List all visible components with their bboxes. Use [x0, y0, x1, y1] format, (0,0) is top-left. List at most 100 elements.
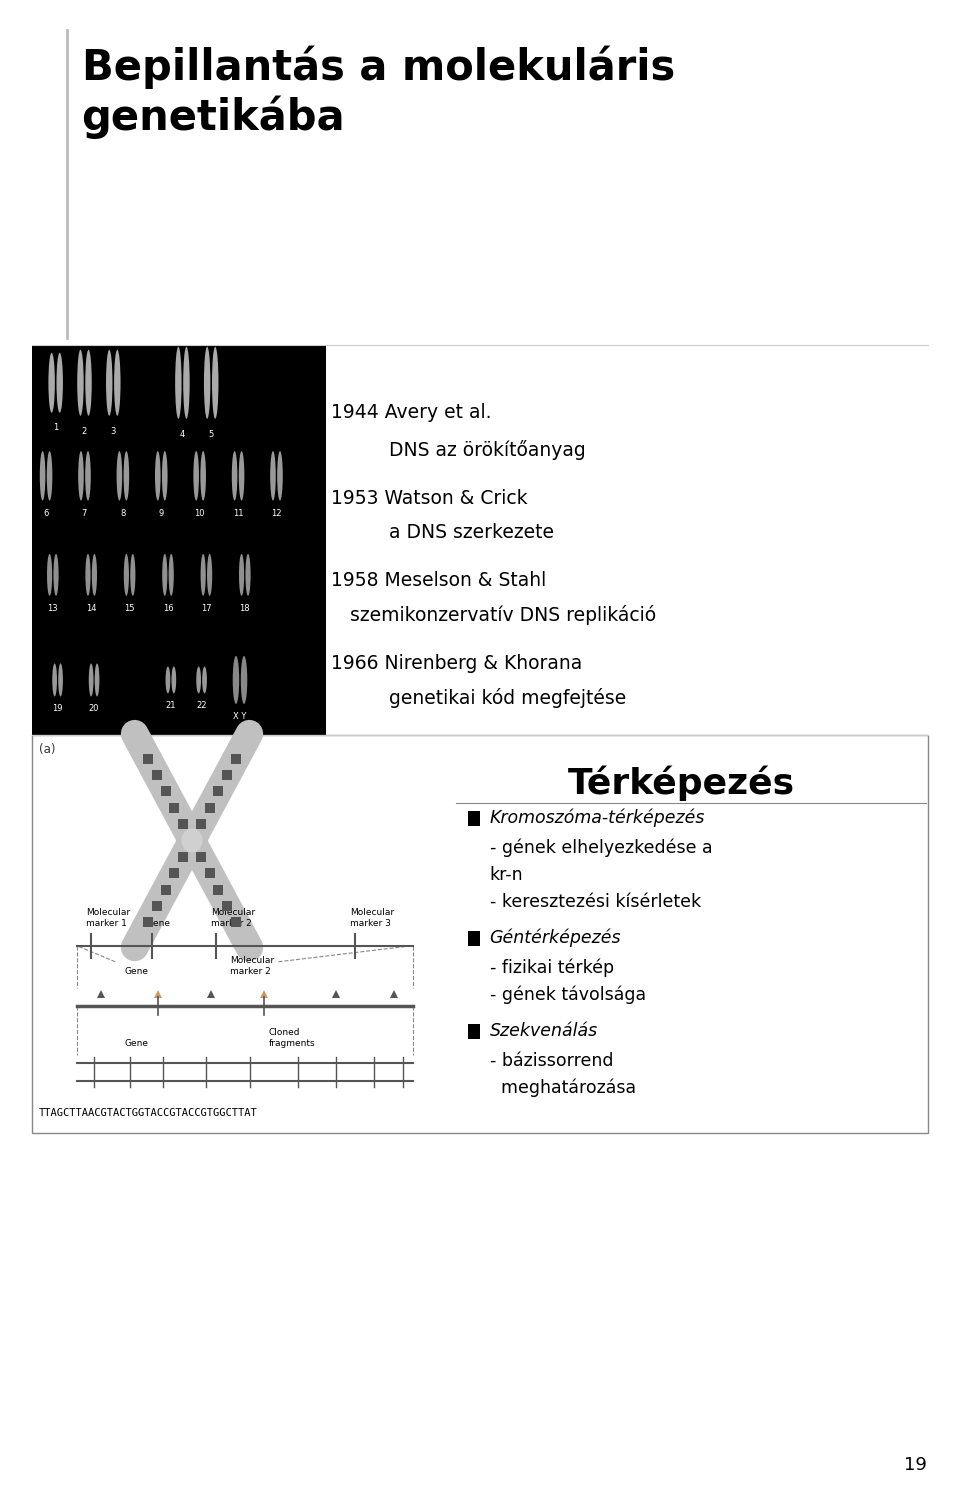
Ellipse shape: [277, 450, 283, 500]
Ellipse shape: [114, 350, 121, 416]
Bar: [32, 345, 326, 735]
Text: 20: 20: [89, 704, 99, 713]
Text: DNS az örökítőanyag: DNS az örökítőanyag: [389, 440, 586, 461]
Text: 1944 Avery et al.: 1944 Avery et al.: [331, 404, 492, 422]
Text: 3: 3: [110, 426, 116, 435]
Text: 21: 21: [166, 701, 176, 710]
Text: Gene: Gene: [125, 967, 149, 976]
Ellipse shape: [39, 450, 45, 500]
Text: 10: 10: [195, 509, 204, 518]
Text: 1966 Nirenberg & Khorana: 1966 Nirenberg & Khorana: [331, 654, 583, 672]
Ellipse shape: [231, 450, 237, 500]
Ellipse shape: [54, 554, 59, 596]
Text: 15: 15: [125, 603, 134, 612]
Text: Géntérképezés: Géntérképezés: [490, 929, 621, 947]
Text: 11: 11: [233, 509, 243, 518]
Ellipse shape: [241, 656, 248, 704]
Text: szemikonzervatív DNS replikáció: szemikonzervatív DNS replikáció: [350, 605, 657, 626]
Ellipse shape: [85, 450, 91, 500]
Text: 12: 12: [272, 509, 281, 518]
Ellipse shape: [239, 450, 245, 500]
Text: 6: 6: [43, 509, 49, 518]
Text: Térképezés: Térképezés: [568, 766, 795, 802]
Text: Szekvenálás: Szekvenálás: [490, 1022, 598, 1040]
Ellipse shape: [169, 554, 174, 596]
Text: Kromoszóma-térképezés: Kromoszóma-térképezés: [490, 809, 705, 827]
Ellipse shape: [181, 829, 203, 853]
Text: 22: 22: [197, 701, 206, 710]
Text: 5: 5: [208, 429, 214, 438]
Ellipse shape: [196, 666, 201, 693]
Text: kr-n: kr-n: [490, 866, 523, 884]
Ellipse shape: [116, 450, 122, 500]
Ellipse shape: [78, 450, 84, 500]
Ellipse shape: [203, 666, 207, 693]
Ellipse shape: [124, 554, 129, 596]
Text: X Y: X Y: [233, 713, 247, 722]
Text: 7: 7: [82, 509, 87, 518]
Ellipse shape: [47, 554, 52, 596]
Ellipse shape: [88, 663, 93, 696]
Text: - keresztezési kísérletek: - keresztezési kísérletek: [490, 893, 701, 911]
Ellipse shape: [131, 554, 135, 596]
Ellipse shape: [95, 663, 100, 696]
Ellipse shape: [201, 554, 205, 596]
Ellipse shape: [193, 450, 199, 500]
Ellipse shape: [59, 663, 63, 696]
Ellipse shape: [270, 450, 276, 500]
Text: a DNS szerkezete: a DNS szerkezete: [389, 524, 554, 542]
Text: 4: 4: [180, 429, 185, 438]
Ellipse shape: [48, 353, 55, 413]
Text: 1953 Watson & Crick: 1953 Watson & Crick: [331, 489, 528, 507]
Text: 17: 17: [201, 603, 212, 612]
Ellipse shape: [106, 350, 112, 416]
Text: 1958 Meselson & Stahl: 1958 Meselson & Stahl: [331, 572, 546, 590]
Ellipse shape: [85, 350, 92, 416]
Text: Bepillantás a molekuláris
genetikába: Bepillantás a molekuláris genetikába: [82, 45, 675, 140]
Text: Gene: Gene: [147, 919, 171, 928]
Text: 18: 18: [239, 603, 251, 612]
Text: 16: 16: [162, 603, 174, 612]
Ellipse shape: [165, 666, 170, 693]
Bar: [468, 1024, 480, 1039]
Text: 8: 8: [120, 509, 126, 518]
Ellipse shape: [57, 353, 63, 413]
Bar: [32, 23, 928, 345]
Bar: [468, 811, 480, 826]
Text: - gének elhelyezkedése a: - gének elhelyezkedése a: [490, 839, 712, 857]
Ellipse shape: [239, 554, 244, 596]
Text: 13: 13: [47, 603, 59, 612]
Text: meghatározása: meghatározása: [490, 1079, 636, 1097]
Ellipse shape: [124, 450, 130, 500]
Text: 1: 1: [53, 423, 59, 432]
Text: 14: 14: [86, 603, 96, 612]
Text: TTAGCTTAACGTACTGGTACCGTACCGTGGCTTAT: TTAGCTTAACGTACTGGTACCGTACCGTGGCTTAT: [38, 1108, 257, 1118]
Text: Molecular
marker 2: Molecular marker 2: [230, 956, 275, 976]
Text: - gének távolsága: - gének távolsága: [490, 986, 646, 1004]
Bar: [468, 931, 480, 946]
Ellipse shape: [212, 347, 219, 419]
Text: genetikai kód megfejtése: genetikai kód megfejtése: [389, 687, 626, 708]
Ellipse shape: [232, 656, 239, 704]
Ellipse shape: [85, 554, 90, 596]
Ellipse shape: [207, 554, 212, 596]
Ellipse shape: [92, 554, 97, 596]
Text: Molecular
marker 3: Molecular marker 3: [350, 908, 395, 928]
Ellipse shape: [162, 450, 168, 500]
Ellipse shape: [201, 450, 206, 500]
Ellipse shape: [246, 554, 251, 596]
Text: - bázissorrend: - bázissorrend: [490, 1052, 613, 1070]
Text: 2: 2: [82, 426, 87, 435]
Text: 19: 19: [903, 1456, 926, 1474]
Text: 19: 19: [53, 704, 62, 713]
Text: Molecular
marker 1: Molecular marker 1: [86, 908, 131, 928]
Ellipse shape: [172, 666, 177, 693]
Ellipse shape: [183, 347, 190, 419]
Text: (a): (a): [39, 743, 56, 757]
Bar: [32, 735, 928, 1133]
Ellipse shape: [175, 347, 181, 419]
Ellipse shape: [162, 554, 167, 596]
Text: Gene: Gene: [125, 1039, 149, 1048]
Text: Cloned
fragments: Cloned fragments: [269, 1028, 316, 1048]
Text: 9: 9: [158, 509, 164, 518]
